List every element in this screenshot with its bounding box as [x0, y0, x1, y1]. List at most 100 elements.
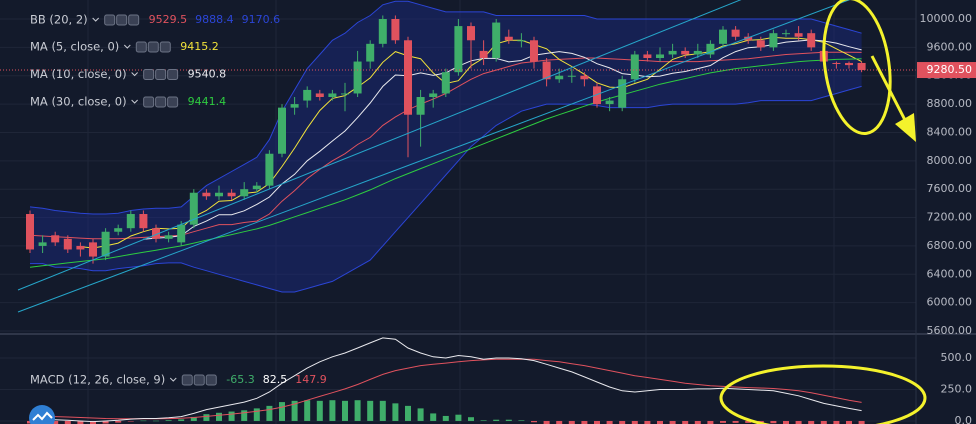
candle-body — [391, 19, 400, 41]
candle-body — [479, 50, 488, 59]
histogram-bar — [228, 411, 235, 421]
annotations — [719, 0, 927, 424]
histogram-bar — [304, 400, 311, 421]
candle-body — [756, 40, 765, 48]
legend-value: 147.9 — [295, 373, 327, 386]
candle-body — [328, 93, 337, 98]
histogram-bar — [329, 400, 336, 421]
legend-label: MA (30, close, 0) — [30, 95, 127, 109]
y-tick-label: 9600.00 — [927, 40, 973, 53]
histogram-bar — [682, 420, 689, 424]
y-tick-label: 8000.00 — [927, 154, 973, 167]
histogram-bar — [442, 415, 449, 421]
histogram-bar — [354, 400, 361, 421]
histogram-bar — [518, 420, 525, 421]
candle-body — [227, 192, 236, 197]
candle-body — [504, 36, 513, 41]
candle-body — [769, 33, 778, 48]
histogram-bar — [430, 413, 437, 421]
histogram-bar — [90, 420, 96, 424]
histogram-bar — [480, 420, 487, 421]
histogram-bar — [140, 420, 147, 422]
last-price-label: 9280.50 — [927, 63, 973, 76]
candle-body — [189, 192, 198, 225]
candle-body — [719, 29, 727, 44]
candle-body — [731, 29, 740, 37]
legend-icon — [167, 69, 179, 80]
candle-body — [101, 231, 110, 257]
histogram-bar — [770, 420, 777, 424]
legend-chevron — [123, 44, 131, 49]
candle-body — [807, 33, 816, 48]
histogram-bar — [594, 420, 600, 424]
candle-body — [278, 107, 286, 154]
histogram-bar — [745, 420, 752, 423]
candle-body — [857, 62, 866, 71]
histogram-bar — [657, 420, 663, 424]
legend-label: MACD (12, 26, close, 9) — [30, 373, 165, 387]
arrow-shaft — [870, 55, 908, 123]
histogram-bar — [846, 420, 852, 424]
histogram-bar — [455, 414, 462, 421]
histogram-bar — [556, 420, 563, 424]
histogram-bar — [669, 420, 676, 424]
legend-chevron — [92, 17, 100, 22]
legend-value: 9540.8 — [188, 68, 227, 81]
histogram-bar — [644, 420, 651, 424]
candle-body — [152, 228, 160, 239]
legend-icon — [155, 96, 167, 108]
candle-body — [202, 192, 211, 197]
histogram-bar — [241, 410, 248, 421]
histogram-bar — [694, 420, 701, 424]
legend-chevron — [169, 377, 177, 382]
histogram-bar — [505, 419, 512, 421]
legend-icon — [205, 374, 217, 386]
candle-body — [353, 61, 362, 94]
candle-body — [492, 22, 501, 59]
candle-body — [240, 189, 249, 197]
histogram-bar — [493, 419, 500, 421]
candle-body — [693, 50, 702, 55]
trend-lines — [17, 0, 851, 313]
candle-body — [643, 54, 652, 59]
arrow-head — [895, 113, 916, 142]
candle-body — [177, 224, 186, 243]
last-price-box — [917, 62, 976, 79]
histogram-bar — [178, 419, 185, 421]
legend-icon — [135, 41, 147, 53]
candle-body — [26, 214, 34, 250]
candle-body — [454, 26, 463, 73]
histogram-bar — [52, 420, 59, 424]
histogram-bar — [153, 420, 159, 422]
y-tick-label: 8400.00 — [927, 125, 973, 138]
legend-icon — [104, 14, 116, 26]
candle-body — [404, 40, 412, 115]
legend-icon — [143, 69, 155, 80]
legend-icon — [147, 41, 159, 53]
histogram-bar — [808, 420, 815, 424]
histogram-bar — [732, 420, 739, 423]
candle-body — [265, 153, 274, 186]
y-tick-label: 10000.00 — [920, 12, 973, 25]
histogram-bar — [795, 420, 802, 424]
histogram-bar — [379, 400, 386, 421]
candle-body — [303, 89, 312, 101]
histogram-bar — [405, 405, 411, 421]
candle-body — [656, 54, 664, 59]
candle-body — [630, 54, 639, 80]
y-tick-label: 500.0 — [941, 351, 973, 364]
candle-body — [215, 192, 223, 197]
candle-body — [164, 235, 173, 239]
highlight-ellipse — [822, 0, 892, 135]
y-tick-label: 6400.00 — [927, 267, 973, 280]
histogram-bar — [707, 420, 714, 424]
logo-mark — [29, 405, 55, 424]
candle-body — [845, 62, 853, 66]
y-axis: 10000.009600.009200.008800.008400.008000… — [917, 12, 976, 424]
legend-icon — [167, 96, 179, 108]
histogram-bar — [531, 420, 537, 423]
legend-value: 9170.6 — [242, 13, 281, 26]
signal-line — [29, 358, 862, 420]
histogram-bar — [279, 402, 285, 421]
candle-body — [782, 33, 790, 35]
